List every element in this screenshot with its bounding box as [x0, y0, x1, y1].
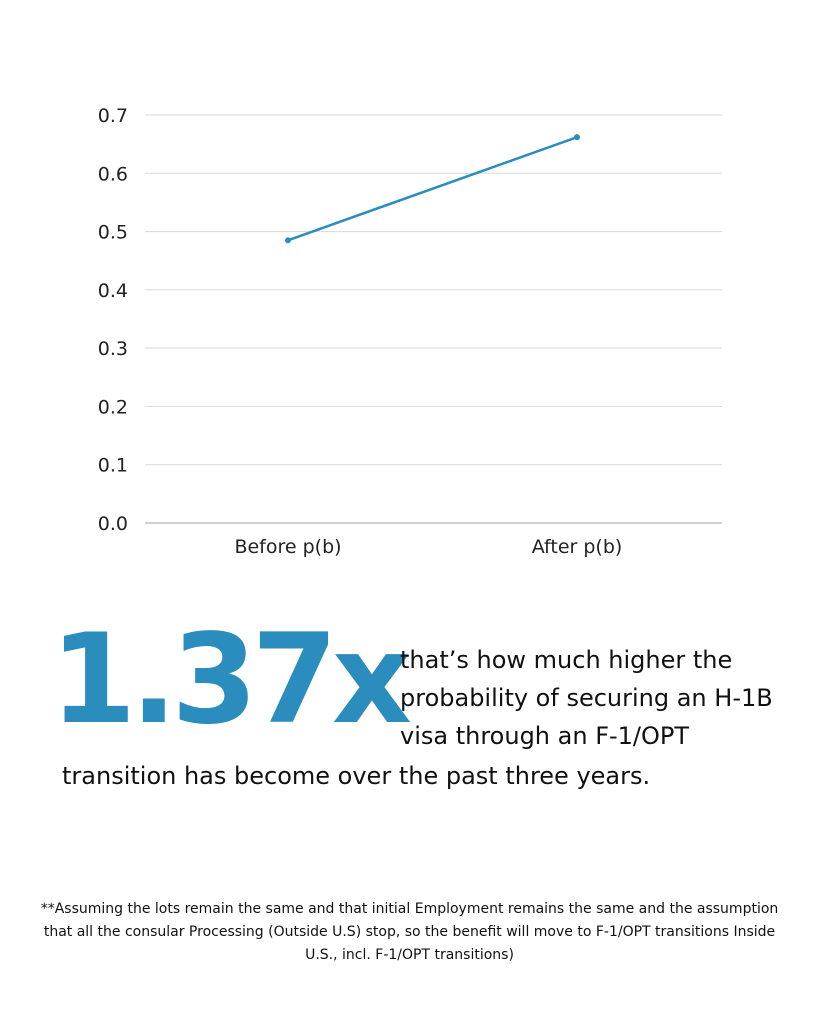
chart-gridlines — [145, 114, 722, 524]
headline-text-line2: transition has become over the past thre… — [62, 762, 651, 790]
y-tick-label: 0.2 — [98, 396, 128, 418]
y-tick-label: 0.1 — [98, 455, 128, 477]
x-category-label: After p(b) — [532, 536, 623, 558]
headline-value: 1.37x — [50, 608, 412, 752]
headline-text-line1: that’s how much higher the probability o… — [400, 646, 773, 750]
y-tick-label: 0.4 — [98, 280, 128, 302]
y-axis-ticks: 0.0 0.1 0.2 0.3 0.4 0.5 0.6 0.7 — [98, 105, 128, 535]
x-category-label: Before p(b) — [234, 536, 341, 558]
footnote: **Assuming the lots remain the same and … — [40, 901, 779, 963]
x-axis-categories: Before p(b) After p(b) — [234, 536, 622, 558]
line-chart: 0.0 0.1 0.2 0.3 0.4 0.5 0.6 0.7 Before p(b) Afte… — [98, 105, 722, 558]
y-tick-label: 0.5 — [98, 222, 128, 244]
data-point — [285, 237, 291, 244]
chart-series — [285, 134, 580, 244]
series-line — [286, 135, 579, 242]
y-tick-label: 0.6 — [98, 163, 128, 185]
y-tick-label: 0.7 — [98, 105, 128, 127]
data-point — [574, 134, 580, 141]
y-tick-label: 0.0 — [98, 513, 128, 535]
y-tick-label: 0.3 — [98, 338, 128, 360]
